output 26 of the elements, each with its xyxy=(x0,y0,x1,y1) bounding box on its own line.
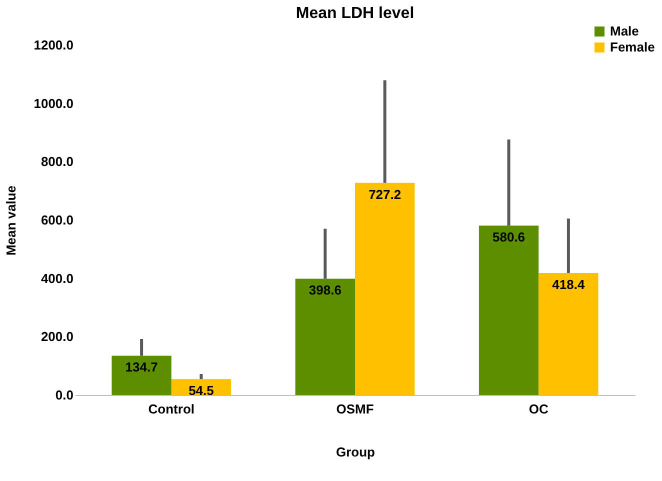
bar xyxy=(478,226,539,395)
bar xyxy=(355,182,415,395)
y-tick-label: 1000.0 xyxy=(34,96,74,111)
x-tick-label: OC xyxy=(528,402,549,416)
x-tick-label: Control xyxy=(148,402,195,416)
data-label: 418.4 xyxy=(552,276,586,292)
data-label: 398.6 xyxy=(308,282,342,298)
data-label: 580.6 xyxy=(492,230,526,245)
data-label: 134.7 xyxy=(125,360,158,375)
bar xyxy=(112,356,172,395)
y-tick-label: 200.0 xyxy=(40,329,74,344)
y-axis-title: Mean value xyxy=(4,185,19,256)
bar xyxy=(538,272,598,395)
legend-label: Male xyxy=(610,24,639,38)
y-tick-label: 0.0 xyxy=(55,388,74,402)
chart-title: Mean LDH level xyxy=(296,5,414,22)
y-tick-label: 400.0 xyxy=(40,270,74,286)
y-tick-label: 800.0 xyxy=(40,154,74,170)
y-tick-label: 600.0 xyxy=(40,212,74,228)
x-axis-title: Group xyxy=(336,444,376,460)
x-tick-label: OSMF xyxy=(336,402,374,416)
legend-label: Female xyxy=(610,40,655,54)
data-label: 727.2 xyxy=(368,186,402,202)
data-label: 54.5 xyxy=(188,383,214,398)
bar xyxy=(295,278,355,395)
y-tick-label: 1200.0 xyxy=(34,38,74,52)
